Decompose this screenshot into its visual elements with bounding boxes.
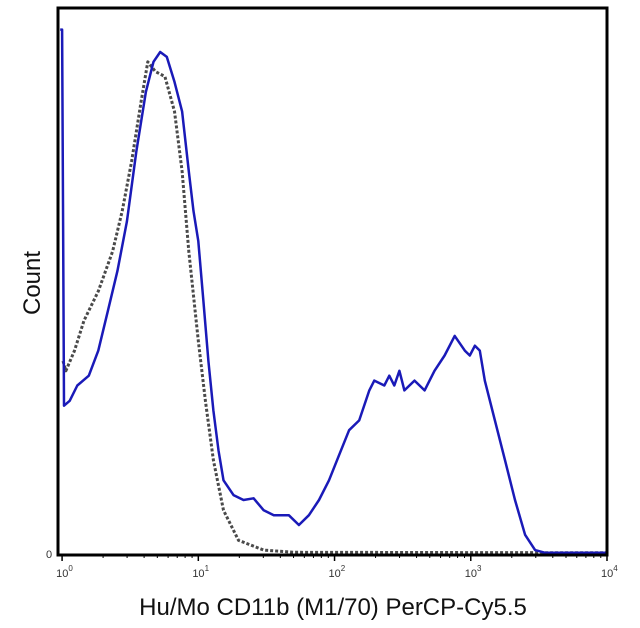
x-tick-label-3: 103 [465,564,482,580]
plot-frame [56,6,609,557]
series-line-isotype-control [61,60,608,555]
x-axis-ticks: 100 101 102 103 104 [56,555,618,580]
series-line-cd11b-stained [60,28,607,555]
x-axis-title: Hu/Mo CD11b (M1/70) PerCP-Cy5.5 [139,594,527,621]
x-tick-label-1: 101 [192,564,209,580]
series-layer [60,28,608,555]
y-tick-label-0: 0 [46,549,52,561]
x-tick-label-2: 102 [329,564,346,580]
y-axis-title: Count [19,251,46,315]
x-tick-label-4: 104 [601,564,618,580]
x-tick-label-0: 100 [56,564,73,580]
